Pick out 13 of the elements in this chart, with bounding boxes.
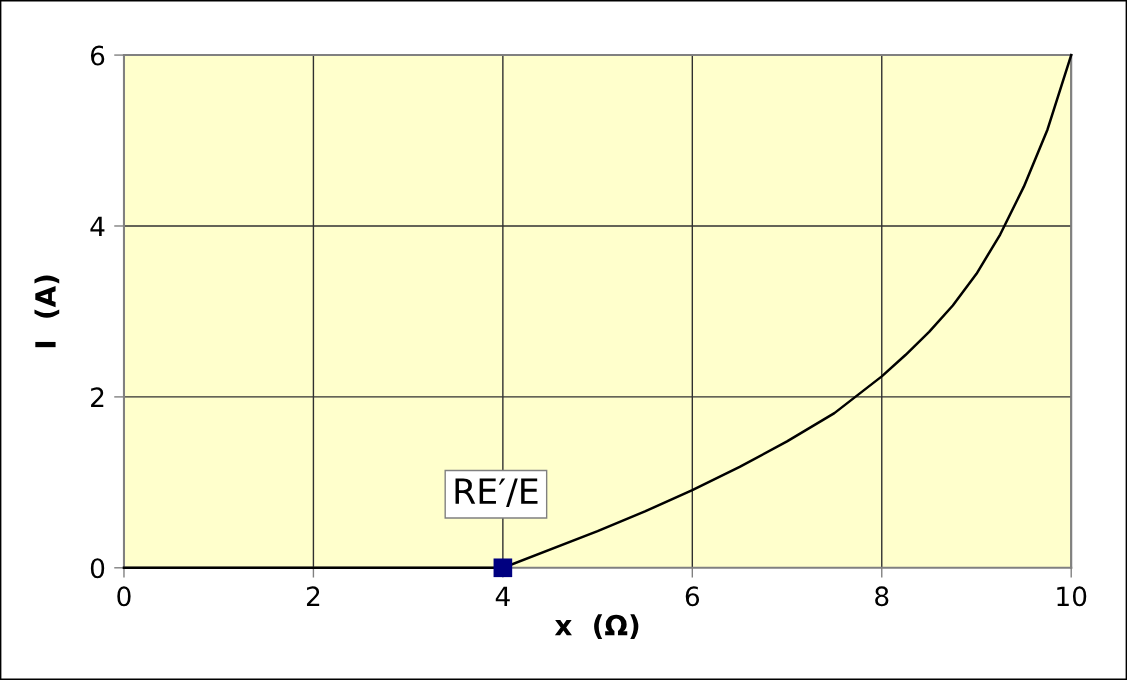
x-tick-label: 6: [685, 586, 700, 607]
x-tick-label: 4: [495, 586, 510, 606]
x-tick-label: 10: [1057, 586, 1087, 607]
x-tick-label: 0: [117, 586, 131, 607]
y-tick-label: 2: [91, 387, 104, 407]
x-tick-label: 2: [306, 586, 320, 606]
y-axis-title: I (A): [34, 275, 60, 348]
x-axis-title: x (Ω): [554, 614, 639, 639]
y-tick-label: 6: [90, 45, 105, 66]
x-tick-label: 8: [875, 586, 889, 607]
y-tick-label: 4: [90, 216, 105, 237]
y-tick-label: 0: [90, 558, 105, 579]
annotation: RE′/E: [455, 478, 538, 507]
